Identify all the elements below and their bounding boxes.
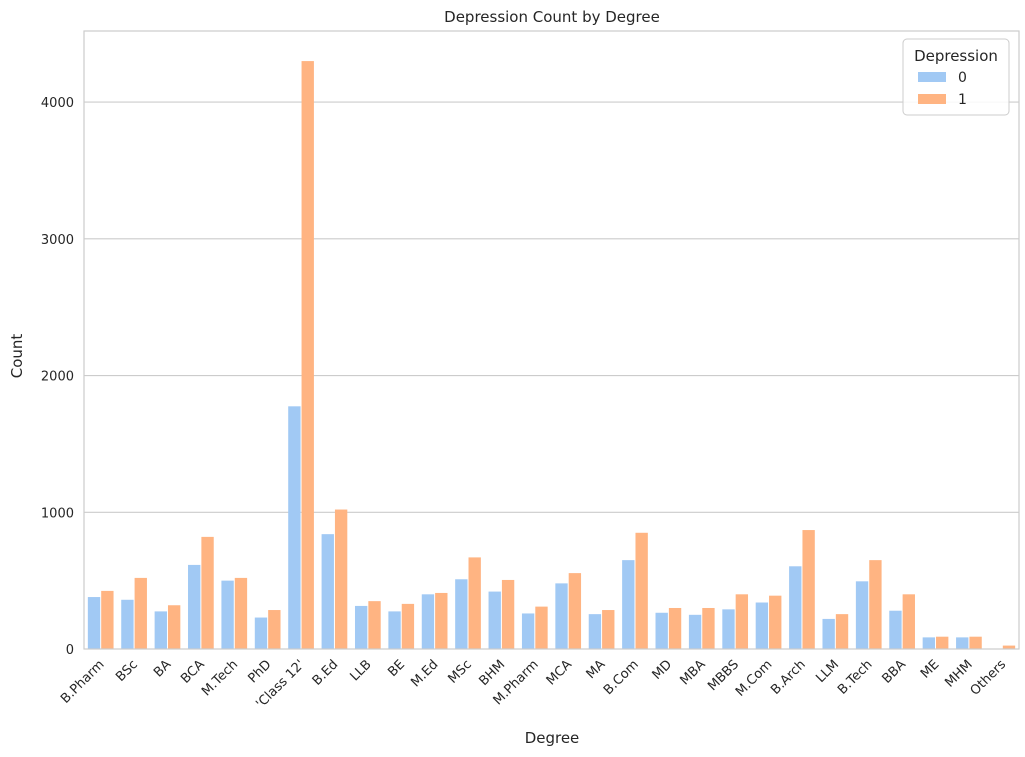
bar-B.Ed-0 bbox=[321, 534, 334, 649]
bar-MA-1 bbox=[602, 610, 615, 649]
legend: Depression 0 1 bbox=[902, 38, 1010, 116]
bar-B.Com-0 bbox=[622, 560, 635, 649]
bar-'Class 12'-0 bbox=[288, 406, 301, 649]
bar-BBA-1 bbox=[902, 594, 915, 649]
y-tick-label: 4000 bbox=[41, 96, 74, 111]
bar-MCA-1 bbox=[568, 573, 582, 649]
bar-LLB-0 bbox=[354, 605, 368, 649]
bars-layer bbox=[87, 61, 1016, 649]
bar-BE-1 bbox=[401, 603, 415, 649]
bar-BSc-0 bbox=[121, 599, 134, 649]
y-axis-label: Count bbox=[8, 334, 26, 379]
bar-Others-1 bbox=[1002, 645, 1016, 649]
bar-BCA-1 bbox=[201, 536, 214, 649]
bar-ME-0 bbox=[922, 637, 936, 649]
bar-M.Com-1 bbox=[769, 595, 782, 649]
bar-'Class 12'-1 bbox=[301, 61, 314, 649]
bar-M.Tech-0 bbox=[221, 580, 234, 649]
bar-BHM-1 bbox=[501, 579, 515, 649]
bar-M.Pharm-0 bbox=[521, 613, 535, 649]
y-tick-labels: 0 1000 2000 3000 4000 bbox=[41, 96, 74, 658]
legend-title: Depression bbox=[914, 47, 998, 65]
bar-B.Ed-1 bbox=[334, 509, 348, 649]
legend-swatch-0 bbox=[918, 72, 946, 82]
bar-BSc-1 bbox=[134, 577, 147, 649]
bar-B.Pharm-0 bbox=[87, 597, 101, 649]
bar-MBBS-1 bbox=[735, 594, 749, 649]
legend-label-0: 0 bbox=[958, 70, 967, 86]
bar-MHM-0 bbox=[956, 637, 969, 649]
legend-label-1: 1 bbox=[958, 92, 967, 108]
bar-B.Arch-1 bbox=[802, 530, 815, 649]
x-axis-label: Degree bbox=[525, 729, 580, 747]
bar-M.Pharm-1 bbox=[535, 606, 548, 649]
bar-B.Arch-0 bbox=[789, 566, 802, 649]
chart-title: Depression Count by Degree bbox=[444, 8, 660, 26]
bar-MCA-0 bbox=[555, 583, 568, 649]
bar-M.Ed-0 bbox=[421, 594, 435, 649]
plot-border bbox=[83, 30, 1020, 650]
y-tick-label: 3000 bbox=[41, 233, 74, 248]
bar-MBA-1 bbox=[702, 607, 715, 649]
bar-MD-1 bbox=[668, 607, 682, 649]
bar-BHM-0 bbox=[488, 591, 501, 649]
bar-BBA-0 bbox=[889, 610, 902, 649]
bar-BE-0 bbox=[388, 611, 401, 649]
bar-LLB-1 bbox=[368, 601, 381, 649]
bar-BA-1 bbox=[167, 605, 181, 649]
bar-MBBS-0 bbox=[722, 609, 735, 649]
bar-ME-1 bbox=[936, 636, 949, 649]
bar-MA-0 bbox=[588, 614, 602, 649]
y-tick-label: 0 bbox=[66, 643, 74, 658]
bar-MHM-1 bbox=[969, 636, 982, 649]
bar-PhD-0 bbox=[254, 617, 268, 649]
bar-M.Ed-1 bbox=[435, 592, 448, 649]
bar-B.Tech-1 bbox=[869, 560, 882, 649]
bar-M.Tech-1 bbox=[234, 577, 248, 649]
bar-MSc-1 bbox=[468, 557, 481, 649]
bar-B.Tech-0 bbox=[855, 581, 869, 649]
y-tick-label: 1000 bbox=[41, 506, 74, 521]
bar-LLM-1 bbox=[835, 614, 849, 649]
bar-LLM-0 bbox=[822, 618, 835, 649]
bar-BA-0 bbox=[154, 611, 167, 649]
bar-B.Pharm-1 bbox=[101, 590, 114, 649]
bar-BCA-0 bbox=[188, 564, 201, 649]
legend-swatch-1 bbox=[918, 94, 946, 104]
bar-MD-0 bbox=[655, 612, 668, 649]
plot-frame bbox=[83, 30, 1020, 650]
bar-PhD-1 bbox=[268, 610, 281, 649]
bar-MBA-0 bbox=[688, 614, 702, 649]
bar-M.Com-0 bbox=[755, 602, 769, 649]
bar-MSc-0 bbox=[455, 579, 468, 649]
y-tick-label: 2000 bbox=[41, 370, 74, 385]
bar-B.Com-1 bbox=[635, 532, 648, 649]
